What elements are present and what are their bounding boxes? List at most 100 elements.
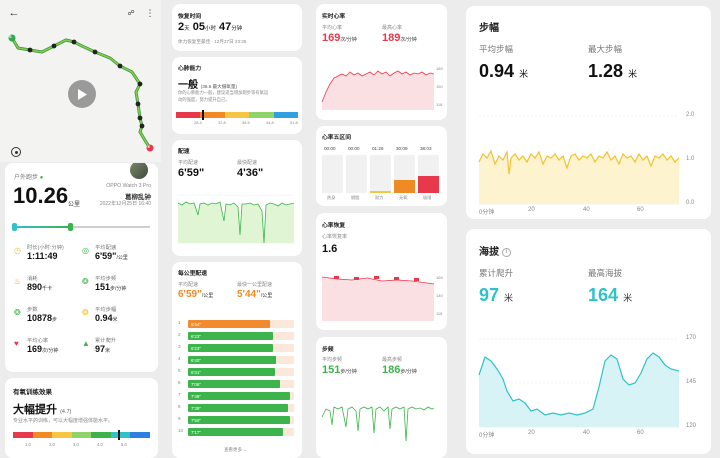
cardio-tick: 44.8 (266, 120, 274, 125)
recovery-note: 体力恢复至最佳 · 12月27日 23:35 (178, 39, 247, 44)
split-card[interactable]: 每公里配速 平均配速 6'59"/公里 最快一公里配速 5'44"/公里 1 5'… (172, 262, 302, 458)
recovery-card[interactable]: 恢复时间 2天 05小时 47分钟 体力恢复至最佳 · 12月27日 23:35 (172, 4, 302, 51)
stride-card[interactable]: 步幅 平均步幅 0.94 米 最大步幅 1.28 米 2.0 1.0 0.0 0… (466, 6, 711, 219)
split-bar: 7'17" (188, 428, 283, 436)
route-start-marker: S (9, 34, 12, 39)
cardio-desc-1: 你的心肺能力一般，建议适当增加跑步等有氧运 (178, 90, 269, 95)
hr-recovery-chart (321, 276, 435, 321)
stride-icon: ❂ (82, 308, 89, 317)
zone-name: 无氧 (399, 195, 408, 200)
footsteps-icon: ❂ (14, 308, 21, 317)
stride-title: 步幅 (479, 23, 499, 34)
zone-column (394, 155, 415, 193)
stride-ytick-2: 0.0 (686, 200, 695, 206)
split-km-label: 5 (178, 368, 181, 373)
distance-unit: 公里 (68, 202, 81, 208)
split-avg-value: 6'59"/公里 (178, 289, 214, 300)
zone-column (322, 155, 343, 193)
stride-avg-value: 0.94 米 (479, 61, 529, 81)
stride-xtick-0: 0分钟 (479, 210, 495, 216)
heart-tick-max: 189 (436, 66, 443, 71)
heart-avg-label: 平均心率 (322, 25, 343, 31)
device-name: OPPO Watch 3 Pro (106, 183, 151, 189)
split-pace-value: 7'39" (191, 405, 201, 411)
zone-name: 极限 (423, 195, 432, 200)
split-pace-value: 5'44" (191, 321, 201, 327)
hr-zones-title: 心率五区间 (322, 135, 351, 141)
cardio-scale (176, 112, 299, 118)
run-summary-card: 户外跑步 ● 10.26 公里 OPPO Watch 3 Pro 葛柳乱钟 20… (5, 163, 158, 372)
route-line (8, 34, 154, 152)
stride-max-value: 1.28 米 (588, 61, 638, 81)
play-track-button[interactable] (68, 80, 96, 108)
zone-time: 01:26 (372, 146, 384, 151)
heart-max-value: 189次/分钟 (382, 32, 417, 44)
back-arrow-icon[interactable]: ← (8, 7, 20, 19)
altitude-chart (478, 338, 680, 428)
altitude-ytick-1: 145 (686, 379, 697, 385)
split-pace-value: 7'50" (191, 417, 201, 423)
share-icon[interactable]: ☍ (127, 10, 135, 17)
flame-icon: ♨ (14, 277, 22, 286)
distance-value: 10.26 (13, 183, 69, 208)
avatar[interactable] (129, 163, 149, 180)
cadence-max-value: 186步/分钟 (382, 364, 417, 376)
split-more-link[interactable]: 查看更多 ⌄ (224, 447, 248, 452)
altitude-xtick-3: 60 (637, 430, 644, 436)
heart-max-label: 最高心率 (382, 25, 403, 31)
run-datetime: 2022年12月25日 16:40 (99, 201, 151, 207)
altitude-card[interactable]: 海拔 i 累计爬升 97 米 最高海拔 164 米 170 145 120 0分… (466, 229, 711, 454)
stride-xtick-2: 40 (583, 207, 590, 213)
zone-fill (418, 175, 439, 193)
info-icon[interactable]: i (501, 247, 511, 257)
metric-value: 97米 (95, 344, 111, 354)
locate-icon[interactable] (11, 147, 21, 157)
progress-handle-mid[interactable] (68, 223, 73, 231)
pace-icon: ◎ (82, 246, 89, 255)
more-icon[interactable]: ⋮ (145, 7, 155, 18)
heart-rate-chart (321, 70, 435, 110)
metric-value: 1:11:49 (27, 251, 58, 261)
stride-ytick-1: 1.0 (686, 156, 695, 162)
pace-card[interactable]: 配速 平均配速 6'59" 最快配速 4'36" (172, 140, 302, 256)
progress-track (15, 226, 150, 228)
training-effect-scale (13, 432, 151, 438)
metric-value: 6'59"/公里 (95, 251, 128, 261)
zone-time: 00:00 (324, 146, 336, 151)
split-pace-value: 6'40" (191, 357, 201, 363)
training-effect-tick: 5.0 (121, 442, 127, 447)
split-km-label: 3 (178, 344, 181, 349)
zone-time: 38:03 (420, 146, 432, 151)
hr-zones-card[interactable]: 心率五区间 00:00 热身 00:00 燃脂 01:26 耐力 30:09 无氧 38:03 极… (316, 126, 447, 206)
altitude-max-value: 164 米 (588, 285, 633, 305)
cardio-card[interactable]: 心肺能力 一般 (38.6 最大摄氧量) 你的心肺能力一般，建议适当增加跑步等有… (172, 57, 302, 134)
split-title: 每公里配速 (178, 271, 207, 277)
split-km-label: 4 (178, 356, 181, 361)
zone-time: 30:09 (396, 146, 408, 151)
hr-recovery-card[interactable]: 心率恢复 心率恢复率 1.6 169 140 118 (316, 213, 447, 330)
cardio-marker (202, 110, 204, 120)
user-name: 葛柳乱钟 (125, 194, 151, 201)
cadence-card[interactable]: 步频 平均步频 151步/分钟 最高步频 186步/分钟 (316, 337, 447, 458)
training-effect-title: 有氧训练效果 (13, 389, 52, 396)
training-effect-card[interactable]: 有氧训练效果 大幅提升 (4.7) 专业水平的训练，可以大幅度增强体能水平。 1… (5, 378, 158, 458)
metric-label: 消耗 (27, 276, 38, 282)
stride-xtick-3: 60 (637, 207, 644, 213)
split-pace-value: 6'23" (191, 345, 201, 351)
heart-rate-card[interactable]: 实时心率 平均心率 169次/分钟 最高心率 189次/分钟 189 150 1… (316, 4, 447, 120)
progress-handle-left[interactable] (12, 223, 17, 231)
zone-time: 00:00 (348, 146, 360, 151)
hr-recovery-tick-mid: 140 (436, 293, 443, 298)
pace-title: 配速 (178, 149, 190, 155)
altitude-ytick-0: 170 (686, 335, 697, 341)
recovery-value: 2天 05小时 47分钟 (178, 21, 243, 33)
split-km-label: 1 (178, 320, 181, 325)
footprints-icon: ❂ (82, 277, 89, 286)
zone-name: 热身 (327, 195, 336, 200)
metric-value: 890千卡 (27, 282, 53, 292)
hr-recovery-tick-min: 118 (436, 311, 443, 316)
activity-type: 户外跑步 ● (14, 175, 44, 181)
split-bar: 6'31" (188, 368, 275, 376)
stride-chart (478, 115, 680, 205)
route-map[interactable]: ← ☍ ⋮ S E (0, 0, 161, 162)
